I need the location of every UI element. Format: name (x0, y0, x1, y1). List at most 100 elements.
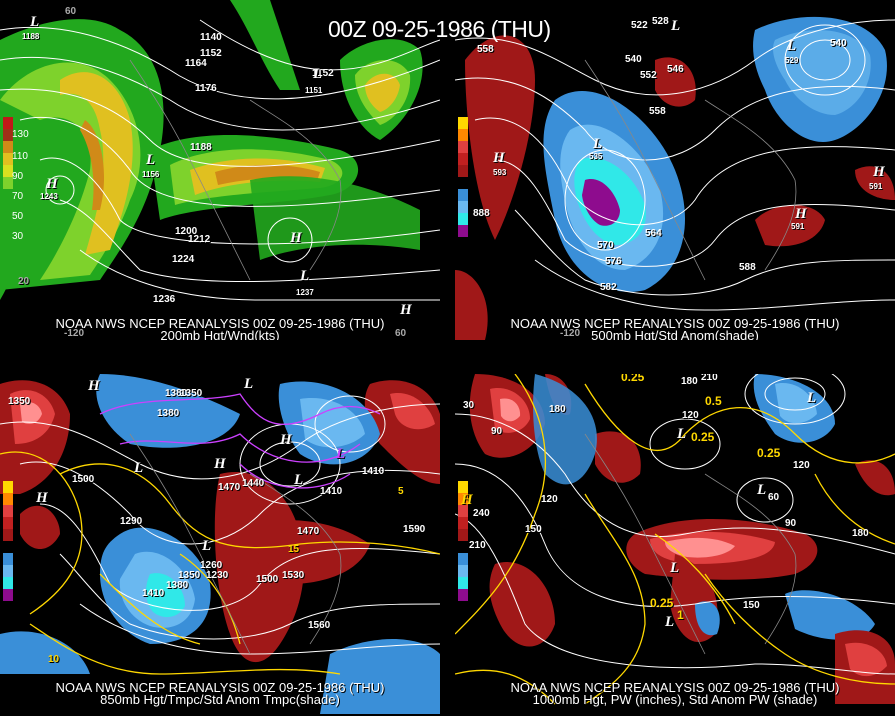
panel-caption-line1: NOAA NWS NCEP REANALYSIS 00Z 09-25-1986 … (55, 316, 385, 331)
panel-500mb: 558 528 522 540 552 546 558 540 888 570 … (455, 0, 895, 340)
contour-label: 588 (739, 262, 756, 273)
colorbar-label: 30 (12, 231, 24, 242)
contour-label: 180 (549, 404, 566, 415)
contour-label: 1560 (308, 620, 331, 631)
contour-label: 1188 (190, 142, 212, 153)
center-value: 1243 (40, 192, 58, 201)
contour-label: 546 (667, 64, 684, 75)
high-center: H (280, 432, 292, 448)
contour-label: 1500 (256, 574, 279, 585)
temperature-label: 10 (48, 654, 60, 665)
high-center: H (214, 456, 226, 472)
high-center: H (795, 206, 807, 222)
contour-label: 564 (645, 228, 662, 239)
pw-label: 0.25 (621, 374, 645, 384)
page-title: 00Z 09-25-1986 (THU) (328, 16, 551, 42)
contour-label: 1410 (362, 466, 385, 477)
low-center: L (134, 460, 144, 476)
contour-label: 180 (681, 376, 698, 387)
center-value: 1151 (305, 86, 323, 95)
low-center: L (665, 614, 675, 630)
pw-label: 1 (677, 608, 684, 622)
panel-caption-line1: NOAA NWS NCEP REANALYSIS 00Z 09-25-1986 … (510, 680, 840, 695)
contour-label: 522 (631, 20, 648, 31)
high-center: H (88, 378, 100, 394)
contour-label: 210 (469, 540, 486, 551)
contour-label: 1590 (403, 524, 426, 535)
pw-label: 0.25 (650, 596, 674, 610)
contour-label: 570 (597, 240, 614, 251)
contour-label: 1224 (172, 254, 195, 265)
contour-label: 582 (600, 282, 617, 293)
contour-label: 1230 (206, 570, 229, 581)
contour-label: 1380 (157, 408, 180, 419)
contour-label: 1380 (165, 388, 188, 399)
map-850mb (0, 374, 440, 714)
pw-label: 0.5 (705, 394, 722, 408)
contour-label: 60 (768, 492, 780, 503)
contour-label: 30 (463, 400, 475, 411)
contour-label: 1212 (188, 234, 211, 245)
low-center: L (146, 152, 156, 168)
center-value: 593 (493, 168, 507, 177)
center-value: 591 (791, 222, 805, 231)
panel-caption-line2: 850mb Hgt/Tmpc/Std Anom Tmpc(shade) (100, 692, 340, 707)
low-center: L (757, 482, 767, 498)
contour-label: 558 (477, 44, 494, 55)
pw-label: 0.25 (757, 446, 781, 460)
longitude-label: -120 (560, 328, 581, 339)
contour-label: 180 (852, 528, 869, 539)
low-center: L (313, 66, 323, 82)
contour-label: 210 (701, 374, 718, 383)
high-center: H (400, 302, 412, 318)
low-center: L (202, 538, 212, 554)
temperature-label: 15 (288, 544, 300, 555)
low-center: L (593, 136, 603, 152)
contour-label: 1260 (200, 560, 223, 571)
panel-caption-line2: 1000mb Hgt, PW (inches), Std Anom PW (sh… (532, 692, 818, 707)
contour-label: 1530 (282, 570, 305, 581)
low-center: L (677, 426, 687, 442)
center-value: 1188 (22, 32, 40, 41)
low-center: L (787, 38, 797, 54)
contour-label: 528 (652, 16, 669, 27)
center-value: 535 (589, 152, 603, 161)
contour-label: 1200 (175, 226, 198, 237)
panel-850mb: 1350 1380 1380 1350 1470 1440 1500 1290 … (0, 374, 440, 714)
contour-label: 1410 (320, 486, 343, 497)
contour-label: 1470 (218, 482, 241, 493)
colorbar-label: 90 (12, 171, 24, 182)
low-center: L (244, 376, 254, 392)
high-center: H (461, 492, 473, 508)
colorbar-label: 50 (12, 211, 24, 222)
colorbar-anomaly (458, 117, 468, 237)
contour-label: 1290 (120, 516, 143, 527)
contour-label: 1176 (195, 83, 217, 94)
panel-caption-line1: NOAA NWS NCEP REANALYSIS 00Z 09-25-1986 … (510, 316, 840, 331)
panel-200mb: 130 110 90 70 50 30 1140 1152 1164 1176 … (0, 0, 440, 340)
map-500mb (455, 0, 895, 340)
map-200mb (0, 0, 440, 340)
longitude-label: 60 (65, 6, 77, 17)
high-center: H (493, 150, 505, 166)
contour-label: 1236 (153, 294, 176, 305)
contour-label: 90 (785, 518, 797, 529)
contour-label: 240 (473, 508, 490, 519)
center-value: 1237 (296, 288, 314, 297)
temperature-label: 5 (398, 486, 404, 497)
pw-label: 0.25 (691, 430, 715, 444)
contour-label: 888 (473, 208, 490, 219)
center-value: 1156 (142, 170, 160, 179)
low-center: L (807, 390, 817, 406)
map-1000mb (455, 374, 895, 714)
high-center: H (290, 230, 302, 246)
contour-label: 552 (640, 70, 657, 81)
high-center: H (36, 490, 48, 506)
contour-label: 1440 (242, 478, 265, 489)
contour-label: 1140 (200, 32, 222, 43)
contour-label: 1410 (142, 588, 165, 599)
contour-label: 1500 (72, 474, 95, 485)
contour-label: 540 (625, 54, 642, 65)
low-center: L (671, 18, 681, 34)
colorbar-anomaly (3, 481, 13, 601)
